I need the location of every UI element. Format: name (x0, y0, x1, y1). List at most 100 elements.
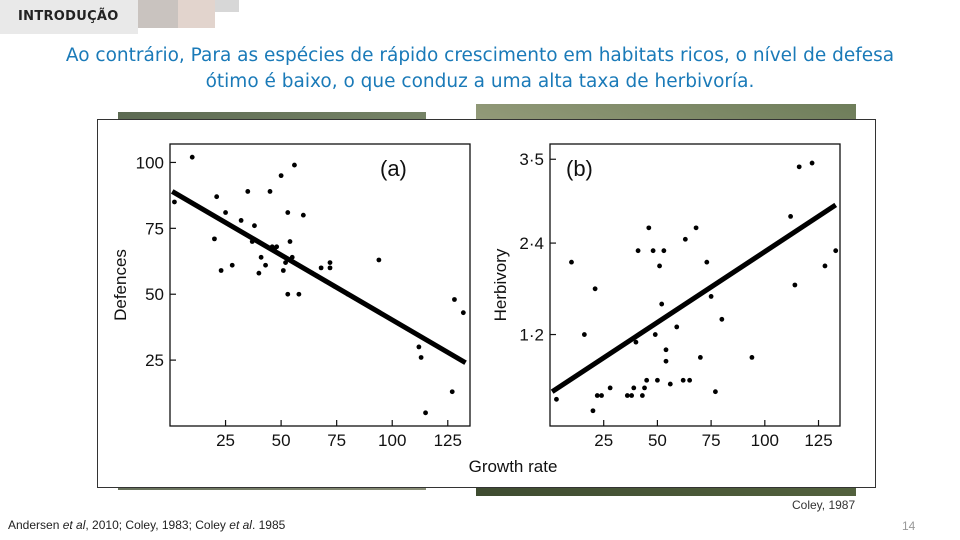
data-point (693, 225, 699, 231)
data-point (719, 316, 725, 322)
data-point (218, 268, 224, 273)
reference-text: Andersen (8, 518, 63, 532)
data-point (229, 262, 235, 268)
x-tick-label: 125 (434, 431, 462, 450)
y-tick-label: 50 (145, 285, 164, 304)
data-point (212, 236, 217, 242)
data-point (655, 377, 660, 383)
data-point (314, 273, 320, 279)
data-point (749, 355, 755, 360)
data-point (318, 265, 324, 271)
data-point (189, 154, 195, 160)
data-point (650, 248, 656, 254)
slide-heading-line: ótimo é baixo, o que conduz a uma alta t… (205, 71, 755, 92)
data-point (327, 260, 333, 265)
data-point (639, 393, 645, 398)
y-tick-label: 1·2 (519, 326, 544, 345)
x-tick-label: 50 (648, 431, 667, 450)
data-point (172, 199, 177, 205)
data-point (274, 244, 280, 250)
panel-label: (a) (380, 156, 407, 181)
references: Andersen et al, 2010; Coley, 1983; Coley… (8, 518, 285, 532)
data-point (460, 310, 466, 316)
data-point (809, 160, 815, 166)
data-point (792, 282, 798, 288)
data-point (449, 389, 455, 395)
y-tick-label: 25 (145, 351, 164, 370)
data-point (285, 210, 291, 215)
x-tick-label: 50 (272, 431, 291, 450)
x-tick-label: 100 (751, 431, 779, 450)
reference-text: , 2010; Coley, 1983; Coley (85, 518, 230, 532)
data-point (682, 236, 688, 242)
y-tick-label: 2·4 (519, 234, 544, 253)
data-point (631, 385, 637, 391)
data-point (652, 332, 658, 337)
x-tick-label: 75 (327, 431, 346, 450)
data-point (581, 332, 587, 337)
data-point (833, 248, 839, 254)
data-point (642, 385, 647, 391)
x-tick-label: 100 (378, 431, 406, 450)
data-point (249, 239, 255, 244)
y-axis-label: Herbivory (491, 248, 510, 321)
data-point (345, 291, 351, 297)
data-point (661, 248, 667, 254)
section-tag: INTRODUÇÃO (0, 0, 138, 34)
data-point (309, 270, 315, 276)
data-point (223, 210, 228, 215)
data-point (713, 389, 718, 395)
data-point (592, 286, 598, 292)
panel-label: (b) (566, 156, 593, 181)
reference-italic: et al (62, 518, 86, 532)
data-point (659, 301, 665, 307)
data-point (697, 355, 703, 360)
data-point (704, 259, 710, 265)
data-point (292, 162, 297, 168)
x-tick-label: 25 (594, 431, 613, 450)
data-point (327, 265, 333, 271)
header-decoration-block (215, 0, 239, 12)
data-point (452, 297, 457, 302)
data-point (263, 262, 268, 268)
data-point (674, 324, 680, 330)
data-point (708, 294, 714, 299)
reference-text: . 1985 (251, 518, 286, 532)
data-point (554, 396, 559, 402)
trend-line (170, 189, 467, 365)
scatter-plots-svg: 25 50 75 100 125 25 50 75 100 Defences (a) 25 50 75 10… (111, 143, 841, 476)
data-point (667, 381, 673, 387)
data-point (214, 194, 220, 200)
data-point (663, 347, 669, 353)
data-point (278, 173, 284, 179)
data-point (607, 385, 613, 391)
x-tick-label: 75 (702, 431, 721, 450)
slide-heading: Ao contrário, Para as espécies de rápido… (40, 43, 920, 95)
data-point (788, 214, 793, 219)
plot-frame (169, 143, 471, 427)
y-tick-label: 100 (136, 153, 164, 172)
scatter-figure: 25 50 75 100 125 25 50 75 100 Defences (a) 25 50 75 10… (97, 119, 876, 488)
data-point (680, 377, 686, 383)
data-point (663, 358, 669, 364)
data-point (287, 239, 293, 244)
data-point (646, 225, 652, 231)
data-point (629, 393, 635, 398)
data-point (599, 393, 604, 398)
trend-line (550, 202, 838, 394)
data-point (635, 248, 641, 254)
data-point (624, 393, 630, 398)
y-axis-label: Defences (111, 249, 130, 321)
data-point (569, 259, 574, 265)
x-tick-label: 125 (804, 431, 832, 450)
data-point (687, 377, 693, 383)
data-point (633, 339, 639, 345)
data-point (376, 257, 382, 263)
reference-italic: et al (229, 518, 252, 532)
data-point (644, 377, 650, 383)
y-tick-label: 75 (145, 219, 164, 238)
data-point (267, 189, 273, 194)
data-point (285, 291, 291, 297)
data-point (258, 254, 264, 260)
data-point (289, 254, 295, 260)
